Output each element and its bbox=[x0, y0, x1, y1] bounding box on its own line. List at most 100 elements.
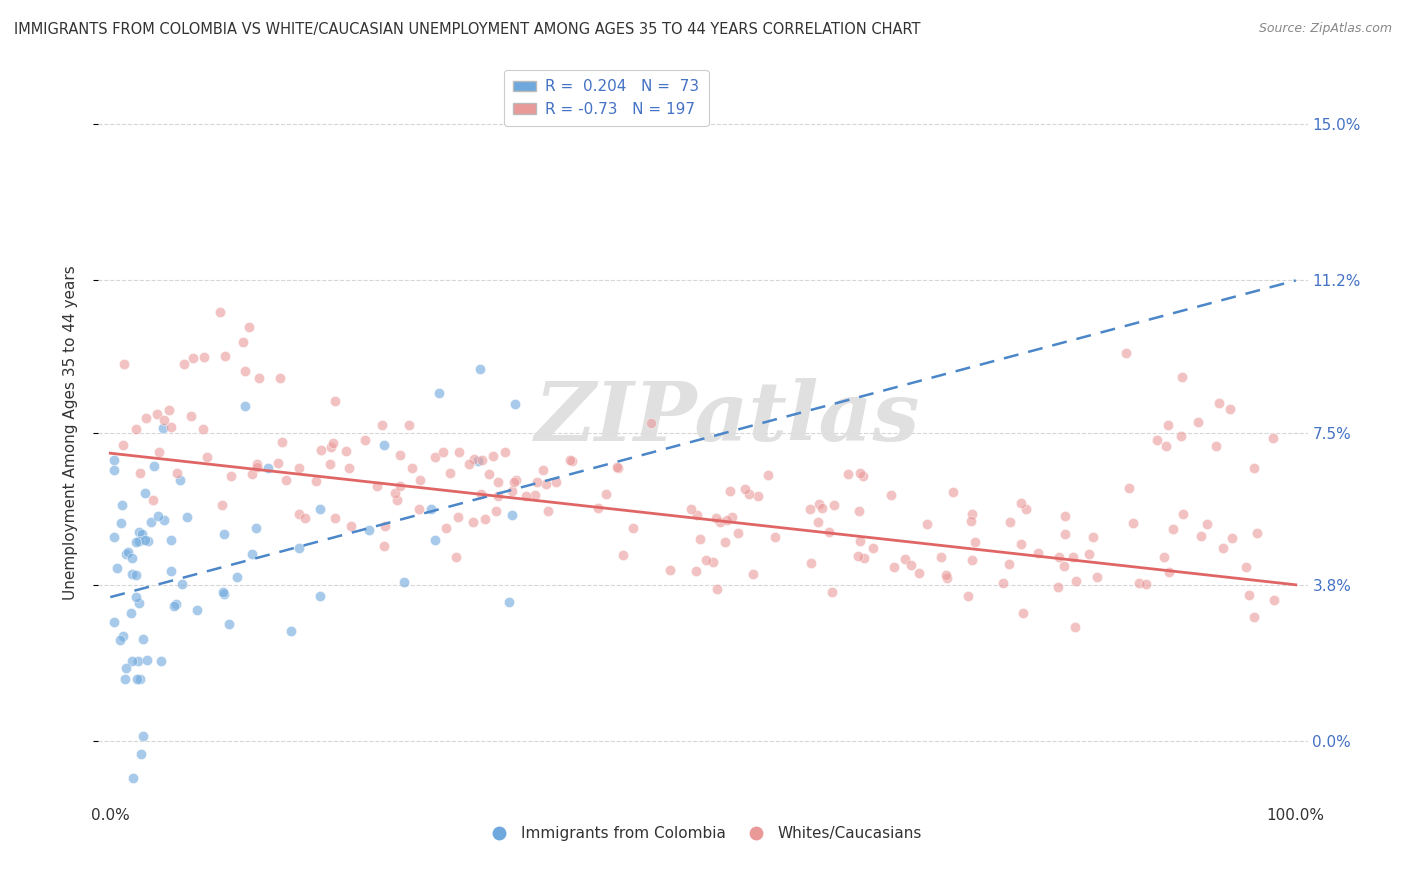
Point bbox=[702, 555, 724, 569]
Point bbox=[727, 525, 749, 540]
Point bbox=[447, 510, 470, 524]
Point bbox=[848, 504, 870, 518]
Point bbox=[212, 587, 235, 601]
Point bbox=[1208, 395, 1230, 409]
Point bbox=[287, 541, 309, 556]
Point bbox=[132, 632, 155, 647]
Point bbox=[114, 661, 136, 675]
Point bbox=[470, 487, 492, 501]
Point bbox=[176, 510, 198, 524]
Point bbox=[709, 515, 731, 529]
Point bbox=[1263, 593, 1285, 607]
Point bbox=[595, 487, 617, 501]
Point bbox=[716, 513, 738, 527]
Point bbox=[152, 421, 174, 435]
Point bbox=[219, 469, 242, 483]
Point bbox=[1081, 530, 1104, 544]
Point bbox=[294, 510, 316, 524]
Point bbox=[132, 729, 155, 743]
Point bbox=[423, 533, 446, 547]
Point bbox=[706, 582, 728, 597]
Point bbox=[501, 508, 523, 523]
Point bbox=[163, 599, 186, 614]
Text: ZIPatlas: ZIPatlas bbox=[534, 378, 920, 458]
Point bbox=[129, 747, 152, 761]
Point bbox=[242, 547, 264, 561]
Point bbox=[108, 632, 131, 647]
Point bbox=[128, 524, 150, 539]
Point bbox=[125, 590, 148, 604]
Point bbox=[1047, 549, 1070, 564]
Point bbox=[1234, 560, 1257, 574]
Point bbox=[478, 467, 501, 481]
Y-axis label: Unemployment Among Ages 35 to 44 years: Unemployment Among Ages 35 to 44 years bbox=[63, 265, 77, 600]
Point bbox=[366, 479, 388, 493]
Point bbox=[936, 570, 959, 584]
Point bbox=[1053, 558, 1076, 573]
Point bbox=[389, 478, 412, 492]
Legend: Immigrants from Colombia, Whites/Caucasians: Immigrants from Colombia, Whites/Caucasi… bbox=[478, 820, 928, 847]
Point bbox=[686, 508, 709, 523]
Point bbox=[1128, 575, 1150, 590]
Point bbox=[394, 574, 416, 589]
Point bbox=[1010, 537, 1032, 551]
Point bbox=[738, 487, 761, 501]
Point bbox=[1062, 550, 1084, 565]
Point bbox=[245, 521, 267, 535]
Point bbox=[142, 493, 165, 508]
Point bbox=[523, 487, 546, 501]
Point bbox=[269, 371, 291, 385]
Point bbox=[862, 541, 884, 555]
Point bbox=[470, 361, 492, 376]
Point bbox=[1220, 531, 1243, 545]
Point bbox=[401, 460, 423, 475]
Point bbox=[1122, 516, 1144, 530]
Point bbox=[409, 473, 432, 487]
Point bbox=[1239, 588, 1261, 602]
Point bbox=[121, 551, 143, 566]
Point bbox=[136, 533, 159, 548]
Point bbox=[1010, 496, 1032, 510]
Point bbox=[558, 452, 581, 467]
Point bbox=[458, 457, 481, 471]
Point bbox=[309, 501, 332, 516]
Point bbox=[721, 510, 744, 524]
Point bbox=[1153, 549, 1175, 564]
Point bbox=[160, 564, 183, 578]
Point bbox=[471, 452, 494, 467]
Point bbox=[1156, 439, 1178, 453]
Point bbox=[621, 521, 644, 535]
Point bbox=[900, 558, 922, 573]
Point bbox=[103, 453, 125, 467]
Point bbox=[173, 357, 195, 371]
Point bbox=[117, 545, 139, 559]
Point bbox=[935, 568, 957, 582]
Point bbox=[1159, 566, 1181, 580]
Point bbox=[186, 603, 208, 617]
Point bbox=[115, 547, 138, 561]
Point bbox=[1046, 580, 1069, 594]
Point bbox=[1219, 402, 1241, 417]
Point bbox=[323, 510, 346, 524]
Point bbox=[136, 653, 159, 667]
Point bbox=[145, 408, 167, 422]
Point bbox=[962, 508, 984, 522]
Point bbox=[129, 672, 152, 686]
Point bbox=[503, 475, 526, 489]
Point bbox=[256, 460, 278, 475]
Point bbox=[763, 531, 786, 545]
Point bbox=[384, 485, 406, 500]
Point bbox=[695, 552, 717, 566]
Point bbox=[818, 524, 841, 539]
Point bbox=[807, 515, 830, 529]
Point bbox=[276, 473, 298, 487]
Point bbox=[915, 516, 938, 531]
Point bbox=[309, 589, 332, 603]
Point bbox=[1015, 502, 1038, 516]
Point bbox=[125, 672, 148, 686]
Point bbox=[463, 515, 485, 529]
Point bbox=[848, 533, 870, 548]
Point bbox=[463, 452, 485, 467]
Point bbox=[120, 607, 142, 621]
Point bbox=[998, 557, 1021, 571]
